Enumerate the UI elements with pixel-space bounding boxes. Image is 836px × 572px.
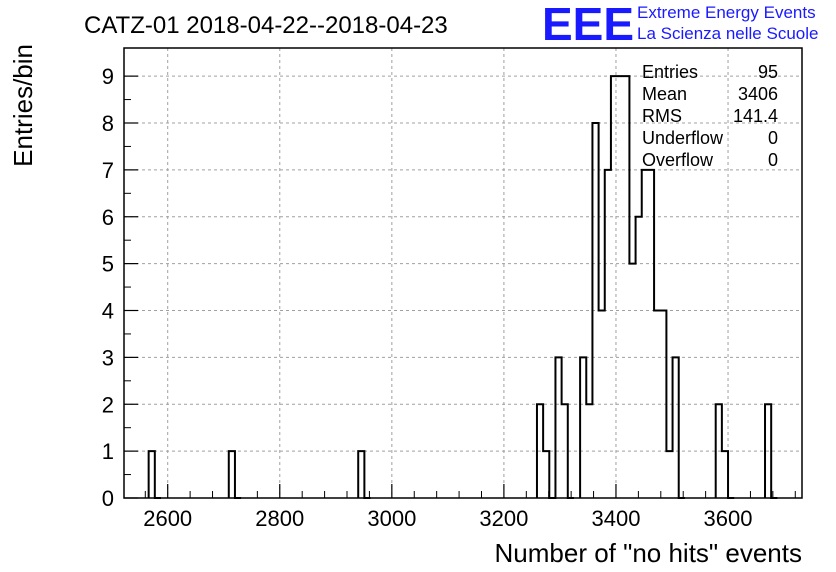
y-tick-label: 8 [102, 111, 114, 136]
x-axis-ticks: 2600 2800 3000 3200 3400 3600 [143, 484, 796, 531]
stats-rms-value: 141.4 [733, 106, 778, 126]
eee-logo-line2: La Scienza nelle Scuole [637, 24, 818, 43]
stats-entries-label: Entries [642, 62, 698, 82]
stats-entries-value: 95 [758, 62, 778, 82]
stats-overflow-label: Overflow [642, 150, 714, 170]
x-tick-label: 3000 [367, 506, 416, 531]
stats-box: Entries 95 Mean 3406 RMS 141.4 Underflow… [642, 62, 778, 170]
stats-underflow-label: Underflow [642, 128, 724, 148]
stats-mean-label: Mean [642, 84, 687, 104]
stats-rms-label: RMS [642, 106, 682, 126]
chart-title: CATZ-01 2018-04-22--2018-04-23 [84, 12, 448, 39]
y-tick-label: 4 [102, 299, 114, 324]
stats-mean-value: 3406 [738, 84, 778, 104]
stats-overflow-value: 0 [768, 150, 778, 170]
eee-logo: EEE Extreme Energy Events La Scienza nel… [542, 0, 818, 50]
x-axis-label: Number of "no hits" events [495, 538, 803, 568]
y-tick-label: 0 [102, 486, 114, 511]
x-tick-label: 2800 [255, 506, 304, 531]
y-tick-label: 9 [102, 64, 114, 89]
stats-underflow-value: 0 [768, 128, 778, 148]
histogram-bin [666, 451, 672, 498]
y-tick-label: 2 [102, 392, 114, 417]
y-axis-label: Entries/bin [8, 44, 38, 167]
histogram-bin [629, 264, 635, 498]
x-tick-label: 3600 [704, 506, 753, 531]
grid-lines [124, 48, 802, 498]
y-tick-label: 6 [102, 205, 114, 230]
plot-frame [123, 47, 803, 499]
y-tick-label: 5 [102, 252, 114, 277]
eee-logo-mark: EEE [542, 0, 634, 50]
histogram-bin [642, 170, 648, 498]
y-axis-ticks: 0 1 2 3 4 5 6 7 8 9 [102, 64, 138, 511]
x-tick-label: 3400 [591, 506, 640, 531]
y-tick-label: 1 [102, 439, 114, 464]
histogram-bin [617, 76, 623, 498]
x-tick-label: 2600 [143, 506, 192, 531]
y-tick-label: 7 [102, 158, 114, 183]
y-tick-label: 3 [102, 345, 114, 370]
eee-logo-line1: Extreme Energy Events [637, 3, 816, 22]
x-tick-label: 3200 [479, 506, 528, 531]
